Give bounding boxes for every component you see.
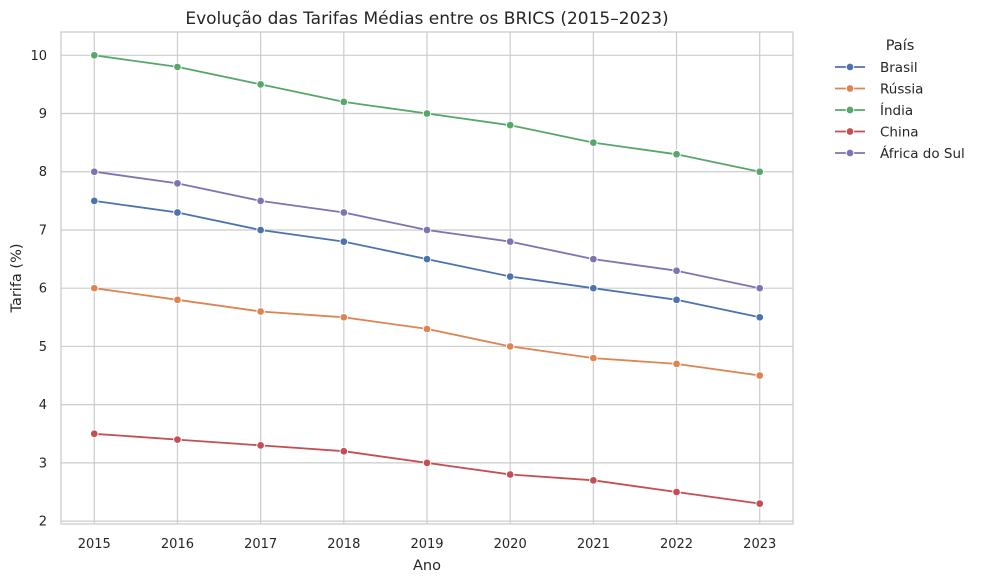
y-tick-label: 8	[39, 165, 47, 180]
data-point-russia	[672, 359, 681, 369]
legend-swatch-marker	[845, 105, 855, 115]
legend-item-brasil: Brasil	[835, 60, 918, 76]
data-point-africa-do-sul	[672, 266, 681, 275]
y-tick-label: 7	[39, 223, 47, 238]
data-point-russia	[755, 371, 764, 380]
data-point-india	[422, 109, 432, 118]
data-point-brasil	[672, 295, 681, 305]
data-point-india	[173, 62, 182, 72]
data-point-africa-do-sul	[589, 254, 598, 264]
data-point-china	[339, 446, 349, 456]
data-point-india	[90, 51, 99, 60]
legend-label: África do Sul	[880, 145, 965, 162]
series-africa-do-sul	[90, 167, 764, 293]
data-point-china	[589, 476, 598, 485]
data-point-brasil	[256, 225, 265, 235]
legend-label: Brasil	[880, 60, 918, 76]
series-russia	[90, 283, 764, 380]
data-point-brasil	[173, 208, 182, 217]
x-tick-label: 2017	[244, 537, 277, 552]
legend-label: China	[880, 125, 919, 141]
y-tick-label: 9	[39, 107, 47, 122]
x-tick-label: 2016	[161, 537, 194, 552]
data-point-brasil	[505, 272, 515, 281]
data-point-africa-do-sul	[90, 167, 99, 176]
data-point-brasil	[589, 283, 598, 293]
data-point-russia	[589, 353, 598, 363]
data-point-russia	[90, 283, 99, 293]
data-point-india	[589, 138, 598, 147]
data-point-russia	[422, 324, 432, 334]
data-point-india	[256, 80, 265, 89]
x-tick-label: 2022	[660, 537, 693, 552]
legend-swatch-marker	[845, 62, 855, 72]
data-point-china	[173, 435, 182, 444]
data-point-africa-do-sul	[256, 196, 265, 206]
data-point-china	[755, 499, 764, 508]
x-tick-label: 2015	[78, 537, 111, 552]
grid	[61, 32, 793, 524]
data-point-brasil	[755, 313, 764, 322]
data-point-china	[422, 458, 432, 468]
series-layer	[90, 51, 764, 508]
data-point-russia	[339, 313, 349, 322]
legend-item-china: China	[835, 125, 919, 141]
legend-label: Índia	[880, 102, 913, 119]
data-point-africa-do-sul	[173, 179, 182, 188]
data-point-india	[755, 167, 764, 176]
y-tick-label: 5	[39, 340, 47, 355]
legend-swatch-marker	[845, 148, 855, 158]
x-tick-label: 2020	[494, 537, 527, 552]
data-point-russia	[256, 307, 265, 316]
x-axis-ticks: 2015 2016 2017 2018 2019 2020 2021 2022 2023	[78, 537, 777, 552]
chart-title: Evolução das Tarifas Médias entre os BRI…	[185, 9, 668, 29]
series-india	[90, 51, 764, 176]
x-tick-label: 2023	[743, 537, 776, 552]
legend-items: Brasil Rússia Índia China África do Sul	[835, 60, 965, 162]
data-point-india	[672, 150, 681, 159]
data-point-brasil	[339, 237, 349, 246]
data-point-africa-do-sul	[505, 237, 515, 246]
data-point-china	[505, 470, 515, 479]
legend-item-india: Índia	[835, 102, 913, 119]
series-china	[90, 429, 764, 508]
x-axis-title: Ano	[413, 558, 441, 574]
x-tick-label: 2021	[577, 537, 610, 552]
y-tick-label: 10	[30, 49, 47, 64]
data-point-india	[339, 97, 349, 107]
data-point-africa-do-sul	[422, 225, 432, 235]
y-axis-title: Tarifa (%)	[9, 243, 25, 313]
plot-frame	[60, 31, 794, 525]
legend-item-africa-do-sul: África do Sul	[835, 145, 965, 162]
legend-swatch-marker	[845, 84, 855, 93]
legend: País Brasil Rússia Índia China África do Sul	[835, 38, 965, 162]
data-point-brasil	[90, 196, 99, 206]
series-brasil	[90, 196, 764, 322]
legend-title: País	[886, 38, 915, 54]
data-point-india	[505, 120, 515, 130]
data-point-africa-do-sul	[339, 208, 349, 217]
x-tick-label: 2019	[410, 537, 443, 552]
data-point-china	[90, 429, 99, 439]
data-point-china	[256, 441, 265, 450]
y-tick-label: 4	[39, 398, 47, 413]
legend-swatch-marker	[845, 127, 855, 136]
legend-item-russia: Rússia	[835, 82, 923, 98]
x-tick-label: 2018	[327, 537, 360, 552]
data-point-russia	[173, 295, 182, 305]
legend-label: Rússia	[880, 82, 923, 98]
y-tick-label: 3	[39, 456, 47, 471]
y-axis-ticks: 2 3 4 5 6 7 8 9 10	[30, 49, 47, 530]
data-point-china	[672, 487, 681, 497]
data-point-africa-do-sul	[755, 283, 764, 293]
data-point-russia	[505, 342, 515, 351]
y-tick-label: 6	[39, 282, 47, 297]
data-point-brasil	[422, 254, 432, 264]
y-tick-label: 2	[39, 515, 47, 530]
